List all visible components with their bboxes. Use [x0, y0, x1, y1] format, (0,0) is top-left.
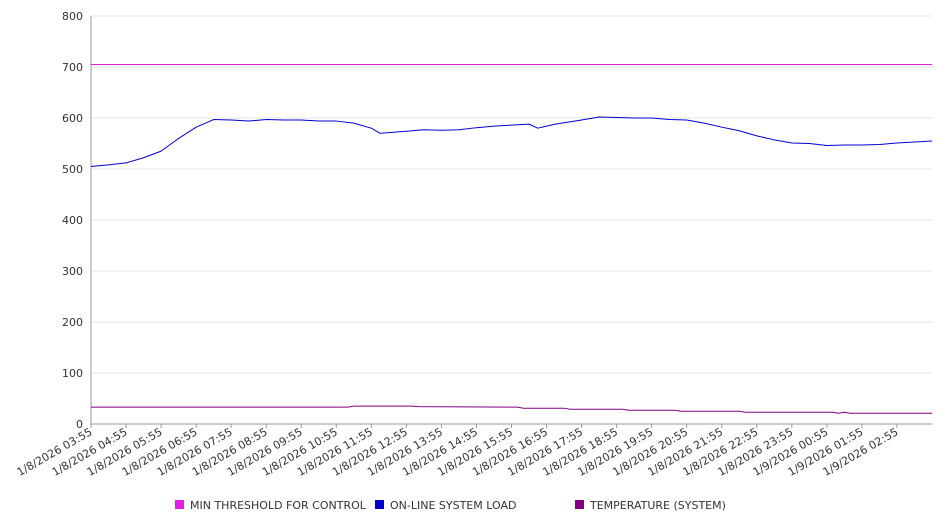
- legend-item-2[interactable]: ON-LINE SYSTEM LOAD: [375, 499, 516, 512]
- x-axis-ticks: 1/8/2026 03:551/8/2026 04:551/8/2026 05:…: [15, 424, 900, 479]
- legend[interactable]: MIN THRESHOLD FOR CONTROL ON-LINE SYSTEM …: [175, 499, 726, 512]
- legend-swatch: [375, 500, 384, 509]
- legend-label: TEMPERATURE (SYSTEM): [589, 499, 726, 512]
- legend-swatch: [175, 500, 184, 509]
- series-line-3: [91, 405, 932, 414]
- y-tick-label: 800: [62, 10, 83, 23]
- grid-lines: [91, 15, 932, 374]
- legend-item-3[interactable]: TEMPERATURE (SYSTEM): [575, 499, 726, 512]
- legend-label: MIN THRESHOLD FOR CONTROL: [190, 499, 367, 512]
- y-tick-label: 100: [62, 367, 83, 380]
- legend-item-1[interactable]: MIN THRESHOLD FOR CONTROL: [175, 499, 367, 512]
- y-tick-label: 300: [62, 265, 83, 278]
- series-line-2: [90, 116, 933, 167]
- y-tick-label: 700: [62, 61, 83, 74]
- y-axis-ticks: 0 100 200 300 400 500 600 700 800: [62, 10, 83, 431]
- y-tick-label: 200: [62, 316, 83, 329]
- series-lines: [90, 63, 933, 414]
- y-tick-label: 0: [76, 418, 83, 431]
- legend-swatch: [575, 500, 584, 509]
- y-tick-label: 500: [62, 163, 83, 176]
- y-tick-label: 400: [62, 214, 83, 227]
- y-tick-label: 600: [62, 112, 83, 125]
- legend-label: ON-LINE SYSTEM LOAD: [390, 499, 516, 512]
